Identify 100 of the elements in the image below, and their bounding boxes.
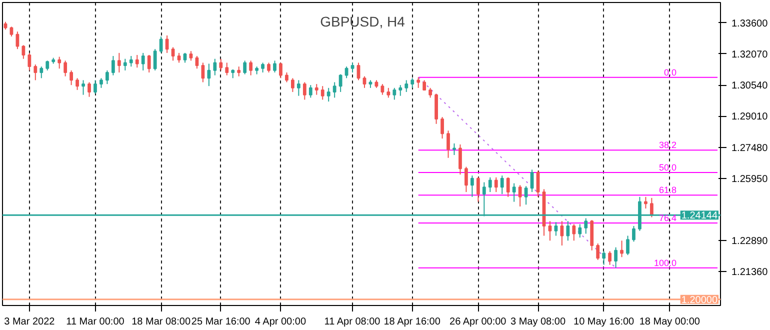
candlestick — [614, 246, 618, 268]
candlestick — [129, 55, 133, 68]
candlestick — [46, 60, 50, 71]
candlestick — [34, 64, 38, 81]
annotation: 0.0 — [664, 67, 677, 78]
ref-line-label: 1.20000 — [681, 294, 718, 306]
candlestick — [326, 87, 330, 102]
candlestick — [279, 62, 282, 79]
candlestick — [111, 55, 115, 76]
candlestick — [584, 218, 588, 234]
candlestick — [171, 46, 175, 62]
candlestick — [159, 36, 163, 54]
candlestick — [398, 84, 402, 96]
candlestick — [632, 225, 636, 242]
line-series — [418, 76, 616, 268]
candlestick — [320, 86, 324, 100]
candlestick — [225, 62, 229, 76]
annotation: 100.0 — [654, 258, 677, 268]
candlestick — [566, 220, 570, 242]
x-tick-label: 4 Apr 00:00 — [254, 316, 306, 328]
candlestick — [308, 84, 312, 98]
candlestick — [416, 76, 420, 88]
x-tick-label: 18 May 00:00 — [639, 316, 700, 328]
annotation: 50.0 — [658, 162, 677, 173]
candlestick — [213, 58, 217, 76]
y-tick-label: 1.21360 — [732, 267, 768, 278]
candlestick — [626, 235, 630, 256]
candlestick — [548, 220, 552, 242]
candlestick — [650, 197, 654, 218]
x-tick-label: 25 Mar 16:00 — [191, 316, 251, 328]
candlestick — [302, 82, 306, 100]
candlestick — [70, 70, 74, 86]
x-tick-label: 18 Mar 08:00 — [132, 316, 191, 328]
candlestick — [106, 70, 109, 85]
candlestick — [123, 58, 127, 71]
candlestick — [82, 80, 85, 96]
candlestick — [380, 84, 384, 96]
candlestick — [350, 62, 354, 73]
candlestick — [440, 116, 444, 140]
candlestick — [356, 62, 360, 81]
y-tick-label: 1.29010 — [732, 112, 768, 123]
candlestick — [488, 176, 492, 193]
candlestick — [494, 176, 498, 193]
candlestick — [219, 58, 223, 71]
y-tick-label: 1.32070 — [732, 49, 768, 60]
x-tick-label: 11 Mar 00:00 — [66, 316, 125, 328]
candlestick — [237, 66, 241, 77]
candlestick — [500, 175, 504, 195]
candlestick — [267, 62, 270, 73]
candlestick — [296, 80, 300, 96]
x-tick-label: 18 Apr 16:00 — [384, 316, 441, 328]
candlestick — [560, 220, 564, 246]
candlestick — [261, 62, 264, 73]
candlestick — [506, 176, 510, 198]
candlestick — [386, 87, 390, 98]
candlestick — [422, 80, 426, 90]
candlestick — [189, 50, 193, 62]
candlestick — [88, 82, 91, 98]
candlestick — [392, 87, 396, 100]
candlestick — [117, 52, 121, 73]
candlestick — [290, 78, 294, 92]
candlestick — [243, 60, 247, 75]
candlestick — [314, 84, 318, 96]
x-tick-label: 11 Apr 08:00 — [324, 316, 381, 328]
candlestick — [201, 62, 205, 83]
candlestick — [22, 44, 26, 60]
candlestick — [458, 144, 462, 176]
candlestick — [362, 76, 366, 88]
ref-line-label: 1.24144 — [681, 210, 718, 222]
candlestick — [100, 78, 103, 88]
candlestick — [428, 87, 432, 98]
candlestick — [135, 54, 139, 68]
annotation: 76.4 — [658, 212, 677, 223]
candlestick — [470, 175, 474, 198]
candlestick — [338, 74, 342, 92]
candlestick — [183, 52, 187, 64]
candlestick — [518, 184, 522, 207]
candlestick — [596, 242, 600, 260]
candlestick — [608, 250, 612, 266]
candlestick — [141, 52, 145, 71]
candlestick — [446, 130, 450, 158]
candlestick — [28, 52, 32, 71]
candlestick — [58, 56, 62, 70]
y-tick-label: 1.22890 — [732, 236, 768, 248]
y-tick-label: 1.30540 — [732, 80, 768, 92]
x-tick-label: 26 Apr 00:00 — [450, 316, 507, 328]
y-tick-label: 1.27480 — [732, 142, 768, 154]
annotation: 38.2 — [658, 140, 677, 150]
candlestick — [40, 66, 44, 79]
y-tick-label: 1.25950 — [732, 174, 768, 185]
candlestick — [578, 224, 582, 238]
candlestick — [94, 80, 97, 94]
candlestick — [602, 250, 606, 266]
candlestick — [620, 240, 624, 258]
candlestick — [512, 182, 516, 202]
candlestick — [177, 52, 181, 64]
candlestick — [344, 66, 348, 79]
candlestick — [153, 48, 157, 71]
candlestick — [554, 222, 558, 236]
annotation: 61.8 — [658, 185, 677, 196]
